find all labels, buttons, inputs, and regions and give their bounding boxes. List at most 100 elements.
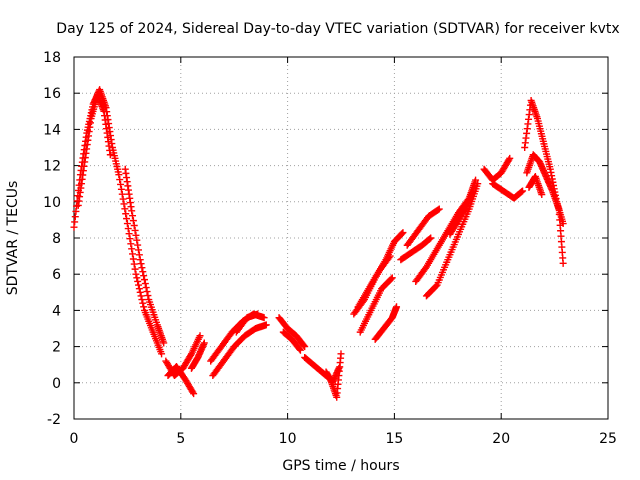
- data-point: [117, 185, 125, 193]
- axis-ticks: [73, 56, 609, 420]
- data-point: [138, 264, 146, 272]
- data-point: [131, 265, 139, 273]
- data-point: [426, 235, 434, 243]
- data-point: [136, 288, 144, 296]
- data-point: [140, 303, 148, 311]
- data-point: [129, 250, 137, 258]
- data-point: [474, 180, 482, 188]
- data-point: [141, 280, 149, 288]
- x-tick-label: 10: [279, 431, 297, 447]
- series-arc-06: [187, 339, 208, 372]
- data-point: [115, 171, 123, 179]
- data-point: [131, 226, 139, 234]
- series-arc-17: [371, 303, 401, 343]
- data-point: [132, 231, 140, 239]
- y-tick-labels: -2 0 2 4 6 8 10 12 14 16 18: [43, 50, 61, 428]
- data-point: [136, 256, 144, 264]
- data-point: [262, 321, 270, 329]
- series-arc-23: [480, 154, 514, 184]
- data-point: [200, 339, 208, 347]
- x-tick-labels: 0 5 10 15 20 25: [70, 431, 617, 447]
- data-point: [519, 187, 527, 195]
- data-point: [125, 230, 133, 238]
- data-point: [135, 246, 143, 254]
- data-point: [132, 270, 140, 278]
- series-arc-01: [70, 86, 166, 358]
- data-point: [189, 388, 197, 396]
- series-arc-10: [275, 314, 309, 351]
- series-arc-27: [525, 172, 546, 199]
- data-point: [130, 260, 138, 268]
- data-point: [160, 339, 168, 347]
- data-point: [518, 188, 526, 196]
- chart-title: Day 125 of 2024, Sidereal Day-to-day VTE…: [56, 21, 619, 37]
- data-point: [559, 259, 567, 267]
- data-point: [538, 191, 546, 199]
- series-arc-02: [74, 91, 114, 209]
- series-arc-08: [209, 321, 270, 380]
- data-point: [432, 282, 440, 290]
- data-point: [393, 303, 401, 311]
- data-point: [122, 210, 130, 218]
- y-axis-label: SDTVAR / TECUs: [5, 181, 21, 296]
- y-tick-label: 8: [52, 231, 61, 247]
- series-arc-19: [403, 205, 443, 249]
- data-point: [506, 154, 514, 162]
- data-point: [140, 276, 148, 284]
- data-points: [70, 86, 567, 401]
- y-tick-label: 14: [43, 122, 61, 138]
- data-point: [435, 205, 443, 213]
- y-tick-label: 18: [43, 50, 61, 66]
- data-point: [158, 350, 166, 358]
- y-tick-label: 12: [43, 159, 61, 175]
- data-point: [106, 151, 114, 159]
- data-point: [387, 275, 395, 283]
- data-point: [128, 207, 136, 215]
- data-point: [144, 292, 152, 300]
- data-point: [117, 180, 125, 188]
- series-arc-03: [121, 165, 168, 347]
- series-arc-11: [279, 328, 304, 354]
- y-tick-label: 16: [43, 86, 61, 102]
- y-tick-label: 6: [52, 267, 61, 283]
- data-point: [123, 220, 131, 228]
- data-point: [505, 156, 513, 164]
- data-point: [139, 268, 147, 276]
- data-point: [133, 236, 141, 244]
- data-point: [120, 200, 128, 208]
- data-point: [296, 346, 304, 354]
- data-point: [123, 215, 131, 223]
- data-point: [138, 296, 146, 304]
- data-point: [139, 299, 147, 307]
- data-point: [133, 274, 141, 282]
- data-point: [196, 332, 204, 340]
- data-point: [260, 314, 268, 322]
- x-tick-label: 25: [599, 431, 617, 447]
- data-point: [124, 225, 132, 233]
- y-tick-label: 0: [52, 376, 61, 392]
- series-arc-09: [232, 310, 262, 336]
- series-arc-07: [207, 310, 268, 365]
- data-point: [386, 252, 394, 260]
- data-point: [143, 288, 151, 296]
- series-arc-13: [322, 364, 343, 387]
- series-arc-20: [412, 176, 480, 285]
- data-point: [300, 342, 308, 350]
- y-tick-label: 2: [52, 340, 61, 356]
- data-point: [134, 241, 142, 249]
- x-axis-label: GPS time / hours: [282, 458, 399, 474]
- data-point: [135, 285, 143, 293]
- data-point: [434, 206, 442, 214]
- data-point: [135, 251, 143, 259]
- data-point: [119, 195, 127, 203]
- data-point: [129, 217, 137, 225]
- data-point: [399, 229, 407, 237]
- data-point: [116, 176, 124, 184]
- x-tick-label: 20: [492, 431, 510, 447]
- data-point: [190, 390, 198, 398]
- series-arc-22: [446, 187, 477, 238]
- data-point: [301, 343, 309, 351]
- y-tick-label: -2: [47, 412, 61, 428]
- data-point: [335, 364, 343, 372]
